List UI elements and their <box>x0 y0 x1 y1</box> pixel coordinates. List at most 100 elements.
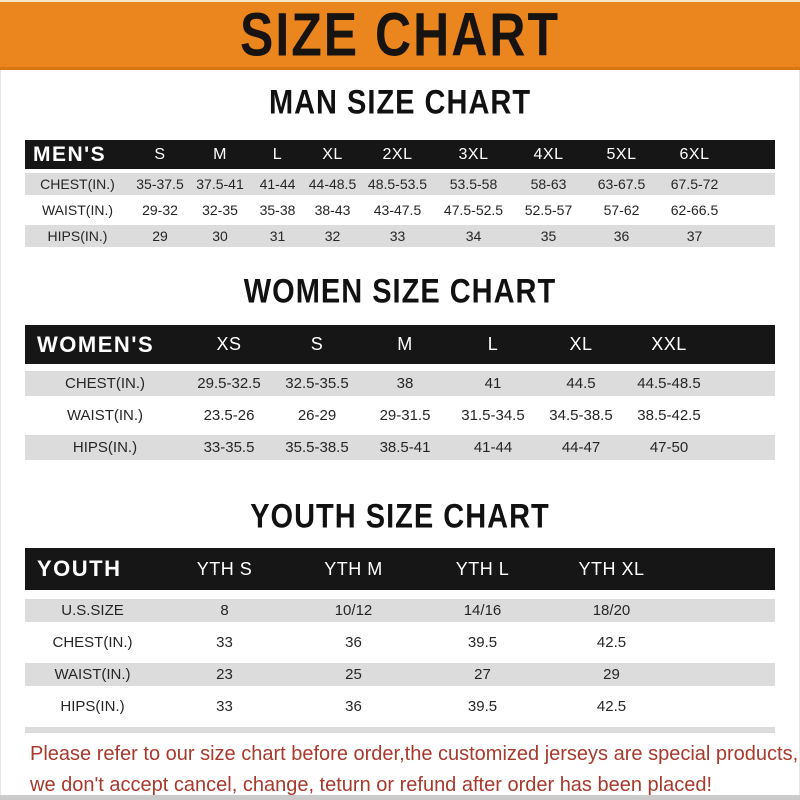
table-header-row: WOMEN'S XS S M L XL XXL <box>25 325 775 364</box>
value-cell: 25 <box>345 666 362 683</box>
value-cell: 44-48.5 <box>308 176 357 192</box>
row-label-cell: HIPS(IN.) <box>60 698 125 715</box>
value-cell: 29 <box>152 228 168 244</box>
column-header-cell: 3XL <box>458 145 489 163</box>
section-youth-size-chart: YOUTH SIZE CHART YOUTH YTH S YTH M YTH L YTH… <box>0 498 800 733</box>
value-cell: 34 <box>465 228 482 244</box>
column-header-cell: XXL <box>651 334 687 354</box>
men-size-table: MEN'S S M L XL 2XL 3XL 4XL 5XL 6XL CHEST(IN.) 35-37… <box>25 140 775 247</box>
value-cell: 47.5-52.5 <box>443 202 504 218</box>
note-line-1: Please refer to our size chart before or… <box>30 743 799 765</box>
value-cell: 38-43 <box>314 202 351 218</box>
row-label-cell: WAIST(IN.) <box>41 202 114 218</box>
value-cell: 47-50 <box>649 439 689 456</box>
note-line-2: we don't accept cancel, change, teturn o… <box>30 774 713 796</box>
footer-note: Please refer to our size chart before or… <box>30 739 800 800</box>
value-cell: 26-29 <box>297 407 337 424</box>
value-cell: 53.5-58 <box>449 176 498 192</box>
value-cell: 14/16 <box>463 602 502 619</box>
table-row: HIPS(IN.) 33-35.5 35.5-38.5 38.5-41 41-44 44-… <box>25 435 775 460</box>
value-cell: 32.5-35.5 <box>285 375 349 392</box>
value-cell: 8 <box>220 602 229 619</box>
value-cell: 38.5-42.5 <box>637 407 701 424</box>
column-header-cell: XL <box>322 145 343 163</box>
column-header-cell: YTH S <box>196 558 253 579</box>
value-cell: 33 <box>216 634 233 651</box>
value-cell: 36 <box>613 228 630 244</box>
value-cell: 41 <box>484 375 502 392</box>
value-cell: 35.5-38.5 <box>285 439 349 456</box>
column-header-cell: L <box>487 334 499 354</box>
value-cell: 35 <box>540 228 557 244</box>
value-cell: 32 <box>324 228 341 244</box>
value-cell: 36 <box>345 698 362 715</box>
column-header-cell: S <box>154 145 166 163</box>
row-label-cell: CHEST(IN.) <box>65 375 145 392</box>
table-row: CHEST(IN.) 29.5-32.5 32.5-35.5 38 41 44.5 44.5… <box>25 371 775 396</box>
value-cell: 31.5-34.5 <box>461 407 525 424</box>
table-header-row: YOUTH YTH S YTH M YTH L YTH XL <box>25 548 775 590</box>
row-label-cell: WAIST(IN.) <box>66 407 144 424</box>
value-cell: 41-44 <box>473 439 513 456</box>
column-header-cell: L <box>272 145 283 163</box>
row-label-cell: CHEST(IN.) <box>40 176 115 192</box>
section-title-youth: YOUTH SIZE CHART <box>250 498 550 536</box>
value-cell: 44-47 <box>561 439 601 456</box>
value-cell: 33 <box>216 698 233 715</box>
value-cell: 38 <box>396 375 414 392</box>
table-name-cell: WOMEN'S <box>37 331 155 357</box>
value-cell: 58-63 <box>530 176 567 192</box>
value-cell: 23.5-26 <box>203 407 255 424</box>
value-cell: 39.5 <box>467 698 498 715</box>
table-name-cell: MEN'S <box>33 142 107 166</box>
table-row: CHEST(IN.) 35-37.5 37.5-41 41-44 44-48.5 48.5… <box>25 173 775 195</box>
row-label-cell: HIPS(IN.) <box>47 228 108 244</box>
row-label-cell: U.S.SIZE <box>61 602 124 619</box>
value-cell: 32-35 <box>202 202 238 218</box>
value-cell: 33-35.5 <box>203 439 255 456</box>
value-cell: 38.5-41 <box>379 439 431 456</box>
row-label-cell: HIPS(IN.) <box>72 439 138 456</box>
section-women-size-chart: WOMEN SIZE CHART WOMEN'S XS S M L XL XXL CHEST(… <box>0 273 800 460</box>
column-header-cell: M <box>397 334 413 354</box>
value-cell: 29 <box>603 666 620 683</box>
column-header-cell: 4XL <box>533 145 564 163</box>
banner: SIZE CHART <box>0 0 800 70</box>
value-cell: 37 <box>686 228 703 244</box>
value-cell: 67.5-72 <box>670 176 719 192</box>
value-cell: 42.5 <box>596 698 627 715</box>
value-cell: 35-38 <box>259 202 296 218</box>
table-row: HIPS(IN.) 33 36 39.5 42.5 <box>25 695 775 718</box>
value-cell: 33 <box>389 228 406 244</box>
value-cell: 43-47.5 <box>373 202 422 218</box>
value-cell: 39.5 <box>467 634 498 651</box>
value-cell: 44.5 <box>566 375 596 392</box>
table-row: U.S.SIZE 8 10/12 14/16 18/20 <box>25 599 775 622</box>
column-header-cell: XS <box>216 334 242 354</box>
photo-edge-divider <box>0 795 800 800</box>
value-cell: 29-31.5 <box>379 407 431 424</box>
value-cell: 31 <box>269 228 286 244</box>
row-label-cell: CHEST(IN.) <box>52 634 133 651</box>
value-cell: 52.5-57 <box>524 202 573 218</box>
column-header-cell: 6XL <box>679 145 710 163</box>
youth-size-table: YOUTH YTH S YTH M YTH L YTH XL U.S.SIZE 8 10/12… <box>25 548 775 733</box>
section-title-men: MAN SIZE CHART <box>268 84 532 122</box>
value-cell: 10/12 <box>334 602 373 619</box>
column-header-cell: YTH L <box>455 558 510 579</box>
value-cell: 29.5-32.5 <box>197 375 261 392</box>
table-row: WAIST(IN.) 23.5-26 26-29 29-31.5 31.5-34.5 34… <box>25 403 775 428</box>
value-cell: 37.5-41 <box>196 176 244 192</box>
table-name-cell: YOUTH <box>37 556 122 581</box>
table-row: HIPS(IN.) 29 30 31 32 33 34 35 36 37 <box>25 225 775 247</box>
section-title-women: WOMEN SIZE CHART <box>243 273 557 311</box>
value-cell: 36 <box>345 634 362 651</box>
value-cell: 18/20 <box>592 602 631 619</box>
column-header-cell: 2XL <box>382 145 413 163</box>
value-cell: 35-37.5 <box>136 176 184 192</box>
column-header-cell: 5XL <box>606 145 637 163</box>
column-header-cell: M <box>213 145 227 163</box>
women-size-table: WOMEN'S XS S M L XL XXL CHEST(IN.) 29.5-32.5 32.5… <box>25 325 775 460</box>
table-header-row: MEN'S S M L XL 2XL 3XL 4XL 5XL 6XL <box>25 140 775 169</box>
